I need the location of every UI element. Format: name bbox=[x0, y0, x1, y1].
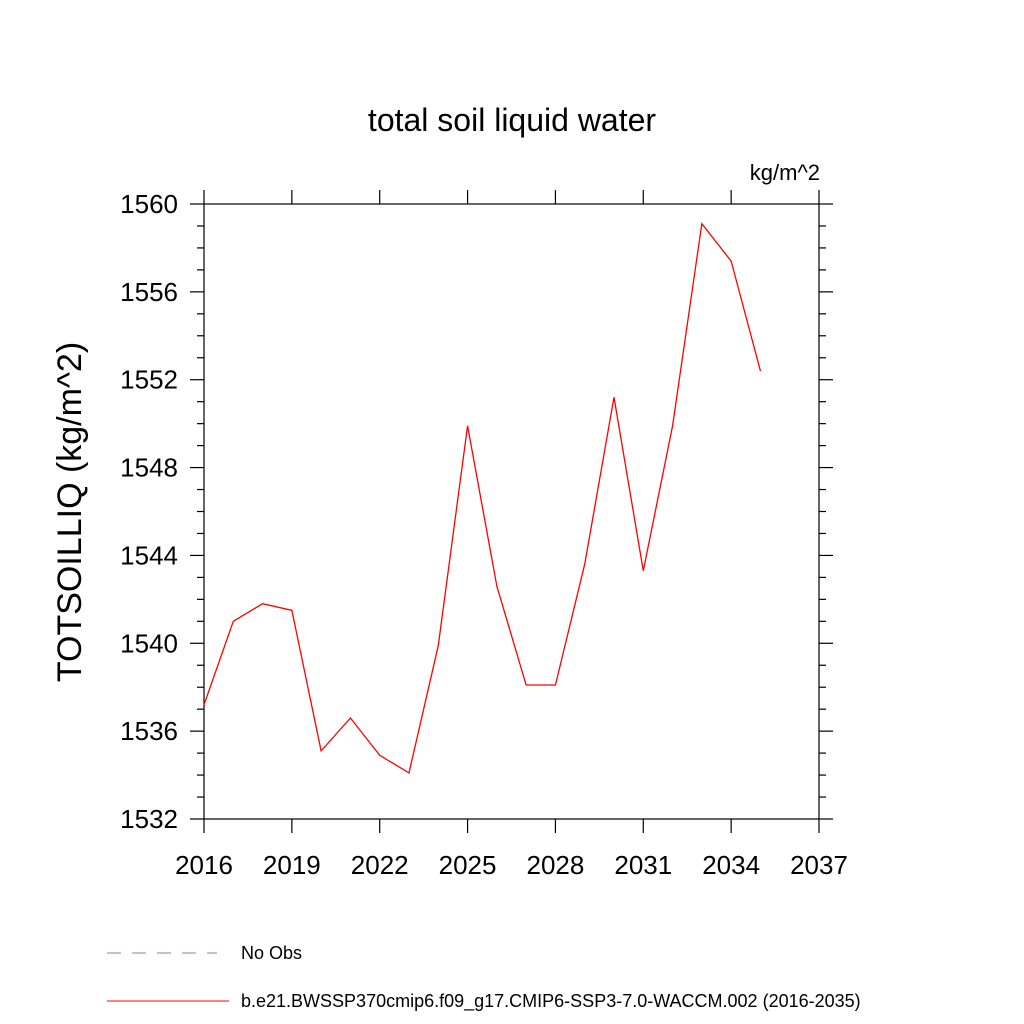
units-label: kg/m^2 bbox=[750, 160, 820, 185]
y-tick-label: 1552 bbox=[120, 365, 178, 395]
series-line bbox=[203, 222, 762, 774]
legend: No Obs b.e21.BWSSP370cmip6.f09_g17.CMIP6… bbox=[107, 943, 861, 1012]
x-tick-label: 2016 bbox=[175, 850, 233, 880]
series-lines bbox=[203, 222, 762, 774]
y-tick-label: 1540 bbox=[120, 628, 178, 658]
x-tick-label: 2031 bbox=[614, 850, 672, 880]
tick-labels: 1532 1536 1540 1544 1548 1552 1556 1560 2016 2019… bbox=[120, 189, 848, 880]
y-tick-label: 1532 bbox=[120, 804, 178, 834]
y-tick-label: 1536 bbox=[120, 716, 178, 746]
x-tick-label: 2028 bbox=[527, 850, 585, 880]
x-tick-label: 2037 bbox=[790, 850, 848, 880]
x-tick-label: 2025 bbox=[439, 850, 497, 880]
y-tick-label: 1556 bbox=[120, 277, 178, 307]
x-tick-label: 2022 bbox=[351, 850, 409, 880]
chart-title: total soil liquid water bbox=[368, 102, 656, 138]
x-tick-label: 2019 bbox=[263, 850, 321, 880]
x-tick-label: 2034 bbox=[702, 850, 760, 880]
legend-series-label: b.e21.BWSSP370cmip6.f09_g17.CMIP6-SSP3-7… bbox=[241, 991, 861, 1012]
y-tick-label: 1544 bbox=[120, 540, 178, 570]
y-tick-label: 1560 bbox=[120, 189, 178, 219]
axis-ticks bbox=[190, 190, 833, 833]
legend-no-obs-label: No Obs bbox=[241, 943, 302, 963]
plot-frame bbox=[203, 203, 820, 820]
y-axis-label: TOTSOILLIQ (kg/m^2) bbox=[51, 342, 89, 682]
y-tick-label: 1548 bbox=[120, 453, 178, 483]
